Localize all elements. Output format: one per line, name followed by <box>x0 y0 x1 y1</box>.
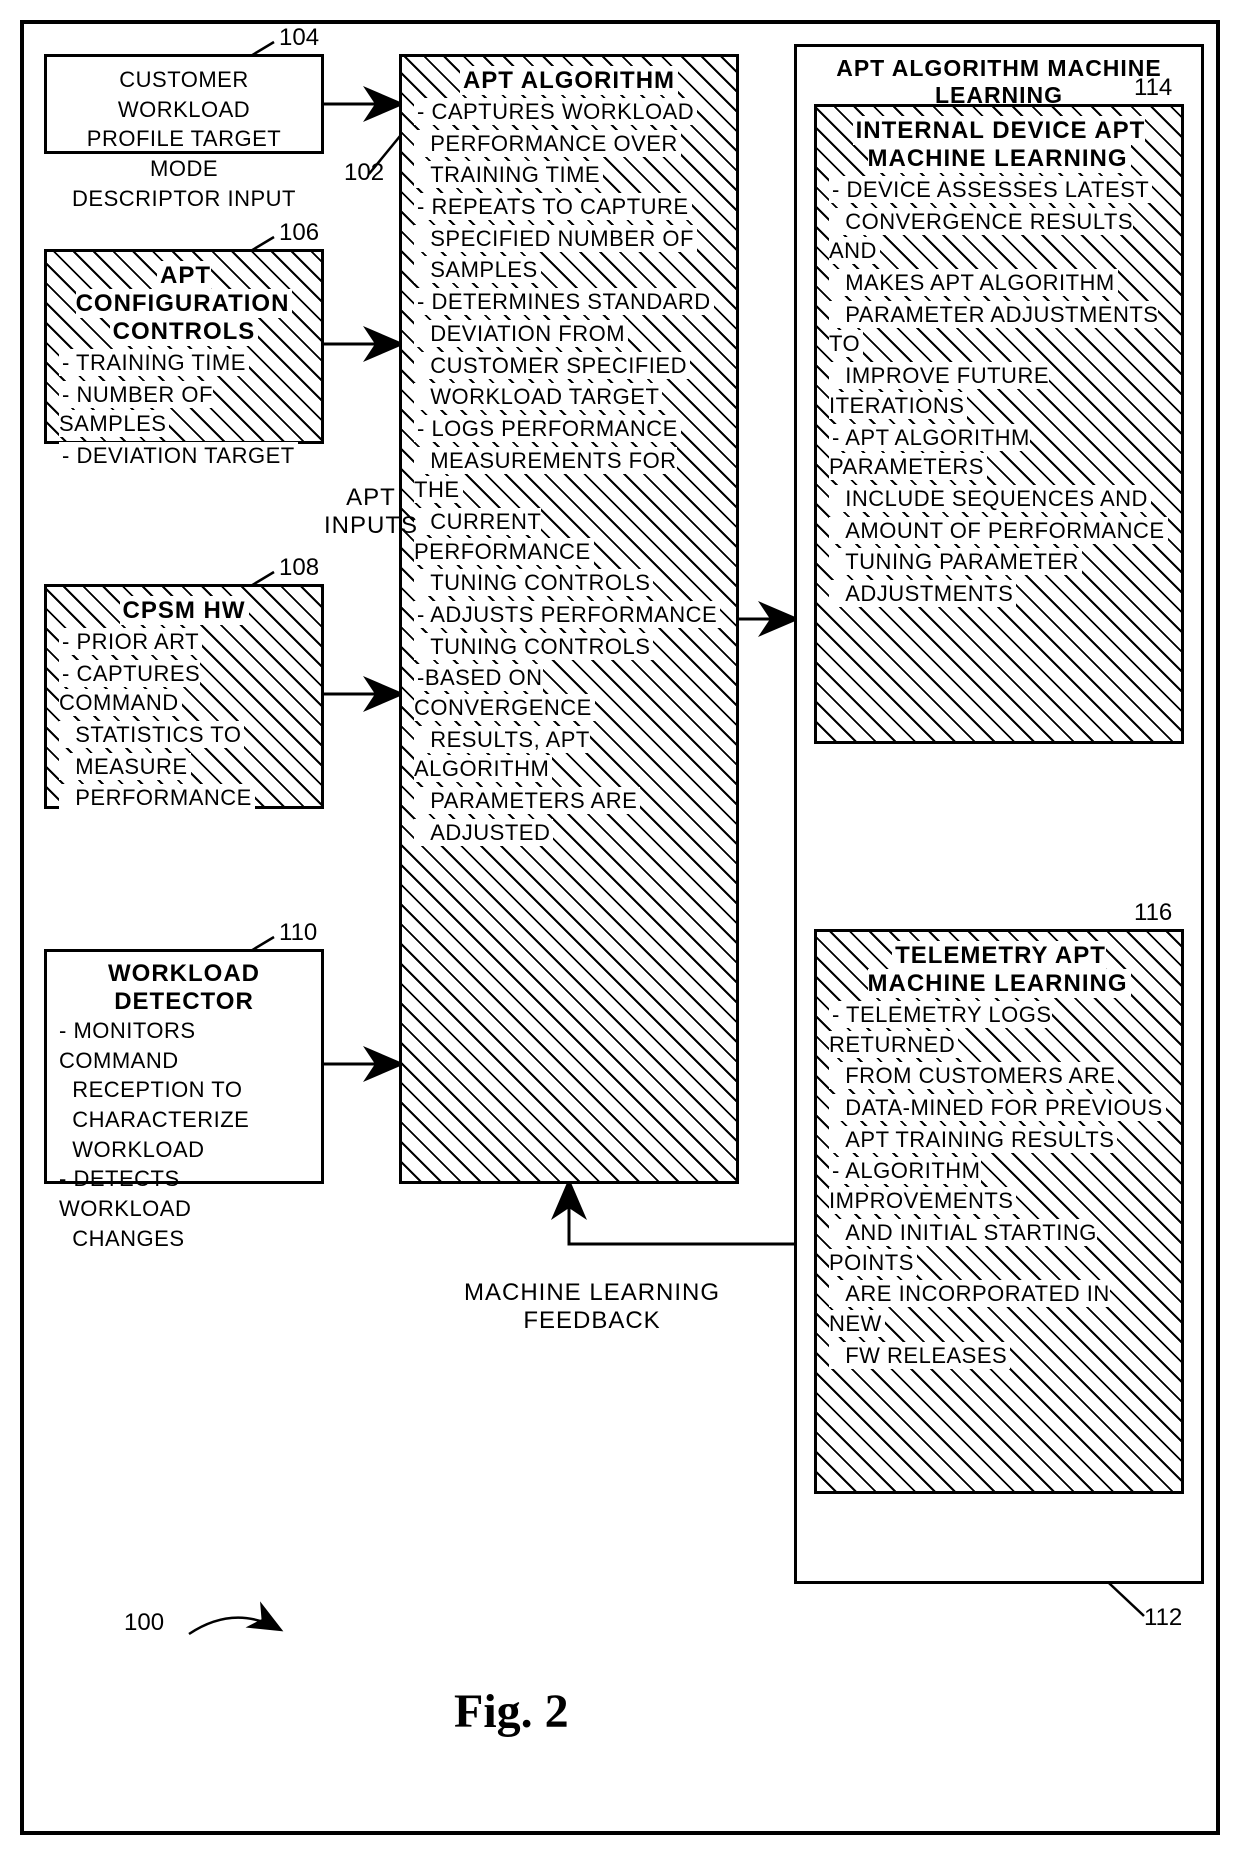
box-item: -BASED ON CONVERGENCE <box>414 663 724 722</box>
ref-108: 108 <box>279 554 319 582</box>
box-item: - REPEATS TO CAPTURE <box>414 192 724 222</box>
ml-feedback-label: MACHINE LEARNING FEEDBACK <box>464 1279 720 1335</box>
internal-ml-box: INTERNAL DEVICE APT MACHINE LEARNING- DE… <box>814 104 1184 744</box>
box-item: FW RELEASES <box>829 1341 1169 1371</box>
box-item: - DEVICE ASSESSES LATEST <box>829 175 1169 205</box>
box-title: APT CONFIGURATIONCONTROLS <box>59 262 309 346</box>
telemetry-ml-box: TELEMETRY APT MACHINE LEARNING- TELEMETR… <box>814 929 1184 1494</box>
box-title: INTERNAL DEVICE APT MACHINE LEARNING <box>829 117 1169 173</box>
box-item: ADJUSTED <box>414 818 724 848</box>
box-title: APT ALGORITHM MACHINE LEARNING <box>809 55 1189 109</box>
box-item: MAKES APT ALGORITHM <box>829 268 1169 298</box>
box-item: INCLUDE SEQUENCES AND <box>829 484 1169 514</box>
customer-workload-box: CUSTOMER WORKLOADPROFILE TARGET MODEDESC… <box>44 54 324 154</box>
box-item: DEVIATION FROM <box>414 319 724 349</box>
box-title: WORKLOAD DETECTOR <box>59 960 309 1016</box>
box-item: PERFORMANCE OVER <box>414 129 724 159</box>
ref-106: 106 <box>279 219 319 247</box>
box-title: CPSM HW <box>59 597 309 625</box>
box-item: - LOGS PERFORMANCE <box>414 414 724 444</box>
apt-inputs-label: APT INPUTS <box>324 484 418 540</box>
box-item: WORKLOAD <box>59 1135 309 1165</box>
box-item: - APT ALGORITHM PARAMETERS <box>829 423 1169 482</box>
diagram-page: CUSTOMER WORKLOADPROFILE TARGET MODEDESC… <box>20 20 1220 1835</box>
apt-algorithm-box: APT ALGORITHM- CAPTURES WORKLOAD PERFORM… <box>399 54 739 1184</box>
box-item: STATISTICS TO <box>59 720 309 750</box>
box-item: TUNING PARAMETER <box>829 547 1169 577</box>
box-item: AMOUNT OF PERFORMANCE <box>829 516 1169 546</box>
box-item: SPECIFIED NUMBER OF <box>414 224 724 254</box>
box-item: DATA-MINED FOR PREVIOUS <box>829 1093 1169 1123</box>
box-item: - DETERMINES STANDARD <box>414 287 724 317</box>
box-item: - TELEMETRY LOGS RETURNED <box>829 1000 1169 1059</box>
ref-114: 114 <box>1134 74 1172 102</box>
box-item: CHARACTERIZE <box>59 1105 309 1135</box>
box-item: IMPROVE FUTURE ITERATIONS <box>829 361 1169 420</box>
box-item: AND INITIAL STARTING POINTS <box>829 1218 1169 1277</box>
ref-110: 110 <box>279 919 317 947</box>
box-item: PARAMETERS ARE <box>414 786 724 816</box>
box-item: WORKLOAD TARGET <box>414 382 724 412</box>
ref-112: 112 <box>1144 1604 1182 1632</box>
cpsm-hw-box: CPSM HW- PRIOR ART- CAPTURES COMMAND STA… <box>44 584 324 809</box>
ref-116: 116 <box>1134 899 1172 927</box>
ref-102: 102 <box>344 159 384 187</box>
box-item: ADJUSTMENTS <box>829 579 1169 609</box>
box-line: PROFILE TARGET MODE <box>59 124 309 183</box>
box-item: CUSTOMER SPECIFIED <box>414 351 724 381</box>
box-item: MEASUREMENTS FOR THE <box>414 446 724 505</box>
box-item: RESULTS, APT ALGORITHM <box>414 725 724 784</box>
ref-100: 100 <box>124 1609 164 1637</box>
box-item: PARAMETER ADJUSTMENTS TO <box>829 300 1169 359</box>
box-item: - CAPTURES COMMAND <box>59 659 309 718</box>
box-item: TUNING CONTROLS <box>414 568 724 598</box>
box-item: - PRIOR ART <box>59 627 309 657</box>
box-item: TRAINING TIME <box>414 160 724 190</box>
box-item: FROM CUSTOMERS ARE <box>829 1061 1169 1091</box>
figure-label: Fig. 2 <box>454 1684 569 1739</box>
box-item: MEASURE <box>59 752 309 782</box>
box-item: CHANGES <box>59 1224 309 1254</box>
box-title: APT ALGORITHM <box>414 67 724 95</box>
box-item: - NUMBER OF SAMPLES <box>59 380 309 439</box>
box-item: ARE INCORPORATED IN NEW <box>829 1279 1169 1338</box>
box-item: - DEVIATION TARGET <box>59 441 309 471</box>
box-item: - DETECTS WORKLOAD <box>59 1164 309 1223</box>
box-line: DESCRIPTOR INPUT <box>59 184 309 214</box>
ref-104: 104 <box>279 24 319 52</box>
box-item: SAMPLES <box>414 255 724 285</box>
box-item: - MONITORS COMMAND <box>59 1016 309 1075</box>
box-line: CUSTOMER WORKLOAD <box>59 65 309 124</box>
box-item: APT TRAINING RESULTS <box>829 1125 1169 1155</box>
box-item: PERFORMANCE <box>59 783 309 813</box>
box-item: CURRENT PERFORMANCE <box>414 507 724 566</box>
workload-detector-box: WORKLOAD DETECTOR- MONITORS COMMAND RECE… <box>44 949 324 1184</box>
box-item: TUNING CONTROLS <box>414 632 724 662</box>
box-item: CONVERGENCE RESULTS AND <box>829 207 1169 266</box>
box-title: TELEMETRY APT MACHINE LEARNING <box>829 942 1169 998</box>
box-item: - CAPTURES WORKLOAD <box>414 97 724 127</box>
box-item: RECEPTION TO <box>59 1075 309 1105</box>
apt-config-box: APT CONFIGURATIONCONTROLS- TRAINING TIME… <box>44 249 324 444</box>
box-item: - ALGORITHM IMPROVEMENTS <box>829 1156 1169 1215</box>
box-item: - ADJUSTS PERFORMANCE <box>414 600 724 630</box>
box-item: - TRAINING TIME <box>59 348 309 378</box>
